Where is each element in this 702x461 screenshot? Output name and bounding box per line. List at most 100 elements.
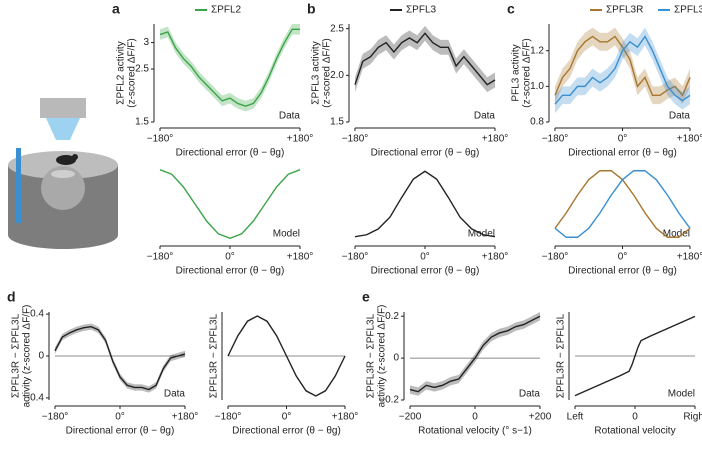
error-band	[555, 27, 690, 105]
x-tick-label: +180°	[287, 252, 314, 263]
x-axis-label: Rotational velocity	[594, 426, 675, 437]
annotation: Model	[668, 389, 695, 400]
y-tick-label: 3	[143, 37, 149, 48]
y-tick-label: 0	[38, 351, 44, 362]
y-tick-label: 0.8	[530, 117, 544, 128]
x-axis-label: Directional error (θ − θg)	[176, 148, 285, 159]
annotation: Data	[519, 389, 541, 400]
x-tick-label: +180°	[482, 252, 509, 263]
y-axis-label: activity (z-scored ΔF/F)	[22, 305, 33, 408]
x-axis-label: Directional error (θ − θg)	[568, 148, 677, 159]
annotation: Model	[273, 229, 300, 240]
series-line	[354, 32, 496, 86]
x-tick-label: −180°	[215, 412, 242, 423]
y-tick-label: 2.5	[135, 64, 149, 75]
y-tick-label: −0.2	[379, 395, 399, 406]
x-axis-label: Directional error (θ − θg)	[371, 148, 480, 159]
x-tick-label: −180°	[42, 412, 69, 423]
y-tick-label: 2.0	[330, 70, 344, 81]
panel-letter: e	[362, 289, 370, 305]
error-band	[355, 25, 495, 93]
x-tick-label: +180°	[332, 412, 359, 423]
x-tick-label: +180°	[677, 252, 702, 263]
y-axis-label: ΣPFL3R − ΣPFL3L	[366, 313, 377, 398]
error-band	[555, 27, 690, 114]
panel-letter: a	[112, 1, 120, 17]
x-tick-label: 0	[472, 412, 478, 423]
y-axis-label: (z-scored ΔF/F)	[522, 38, 533, 107]
annotation: Data	[669, 111, 691, 122]
rig-illustration	[8, 98, 118, 249]
x-tick-label: +200	[529, 412, 552, 423]
error-band	[160, 24, 300, 112]
y-tick-label: 2.5	[330, 23, 344, 34]
y-axis-label: ΣPFL3 activity	[311, 41, 322, 104]
y-axis-label: activity (z-scored ΔF/F)	[377, 305, 388, 408]
y-tick-label: 1.2	[530, 45, 544, 56]
x-axis-label: Rotational velocity (° s−1)	[418, 426, 532, 437]
x-tick-label: −180°	[342, 134, 369, 145]
series-line	[159, 28, 300, 107]
x-axis-label: Directional error (θ − θg)	[176, 266, 285, 277]
error-band	[410, 312, 540, 396]
panel-letter: c	[507, 1, 515, 17]
x-tick-label: 0°	[420, 252, 430, 263]
y-axis-label: ΣPFL3R − ΣPFL3L	[209, 313, 220, 398]
y-axis-label: (z-scored ΔF/F)	[127, 38, 138, 107]
x-tick-label: +180°	[482, 134, 509, 145]
legend-label: ΣPFL3	[406, 5, 437, 16]
series-line	[54, 325, 186, 391]
y-axis-label: ΣPFL2 activity	[116, 41, 127, 104]
x-tick-label: 0°	[225, 252, 235, 263]
series-line	[574, 315, 696, 397]
y-tick-label: 1.5	[330, 117, 344, 128]
x-axis-label: Directional error (θ − θg)	[568, 266, 677, 277]
annotation: Data	[279, 111, 301, 122]
error-band	[55, 323, 185, 393]
x-tick-label: +180°	[172, 412, 199, 423]
x-tick-label: −180°	[542, 252, 569, 263]
y-axis-label: PFL3 activity	[511, 44, 522, 101]
y-tick-label: 1.5	[135, 117, 149, 128]
annotation: Data	[164, 389, 186, 400]
x-tick-label: 0°	[115, 412, 125, 423]
x-tick-label: 0°	[618, 134, 628, 145]
x-tick-label: −200	[399, 412, 422, 423]
series-line	[159, 169, 301, 240]
series-line	[227, 315, 346, 397]
y-axis-label: (z-scored ΔF/F)	[322, 38, 333, 107]
x-tick-label: Left	[567, 412, 584, 423]
legend-label: ΣPFL2	[211, 5, 242, 16]
x-tick-label: +180°	[287, 134, 314, 145]
series-line	[554, 35, 691, 105]
y-tick-label: 0.4	[30, 309, 44, 320]
y-tick-label: −0.4	[24, 393, 44, 404]
legend-label: ΣPFL3R	[606, 5, 643, 16]
x-axis-label: Directional error (θ − θg)	[232, 426, 341, 437]
annotation: Model	[663, 229, 690, 240]
y-axis-label: ΣPFL3R − ΣPFL3L	[11, 313, 22, 398]
y-tick-label: 0	[393, 353, 399, 364]
x-tick-label: 0	[632, 412, 638, 423]
x-axis-label: Directional error (θ − θg)	[371, 266, 480, 277]
y-axis-label: ΣPFL3R − ΣPFL3L	[556, 313, 567, 398]
x-tick-label: 0°	[282, 412, 292, 423]
y-tick-label: 0.2	[385, 311, 399, 322]
annotation: Data	[474, 111, 496, 122]
x-tick-label: Right	[683, 412, 702, 423]
y-tick-label: 1.0	[530, 81, 544, 92]
series-line	[554, 170, 691, 238]
x-tick-label: +180°	[677, 134, 702, 145]
x-tick-label: −180°	[542, 134, 569, 145]
x-axis-label: Directional error (θ − θg)	[66, 426, 175, 437]
panel-letter: d	[7, 289, 16, 305]
series-line	[554, 35, 691, 97]
x-tick-label: −180°	[147, 134, 174, 145]
x-tick-label: −180°	[342, 252, 369, 263]
series-line	[354, 170, 496, 238]
x-tick-label: −180°	[147, 252, 174, 263]
panel-letter: b	[307, 1, 316, 17]
legend-label: ΣPFL3L	[674, 5, 702, 16]
series-line	[409, 315, 541, 393]
